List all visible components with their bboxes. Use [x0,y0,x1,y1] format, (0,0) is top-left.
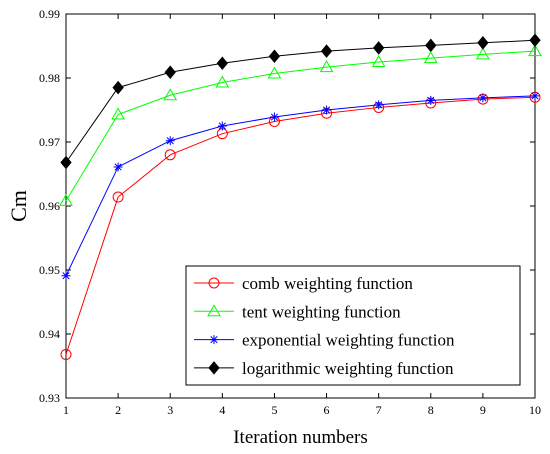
legend: comb weighting function tent weighting fu… [185,265,521,386]
x-tick-label: 4 [219,403,225,417]
data-point [112,80,124,95]
y-tick-label: 0.99 [39,7,60,21]
legend-label: exponential weighting function [242,331,455,350]
legend-item: tent weighting function [194,302,401,321]
data-point [164,149,176,161]
x-tick-label: 9 [480,403,486,417]
data-point [476,47,490,60]
legend-box [185,265,521,386]
x-tick-label: 6 [324,403,330,417]
data-point [215,75,230,88]
data-point [267,66,282,79]
data-point [423,51,438,64]
data-point [529,33,541,48]
data-point [320,44,333,58]
data-point [478,93,488,103]
x-tick-label: 7 [376,403,382,417]
legend-item: logarithmic weighting function [194,359,454,378]
legend-marker [208,361,220,375]
data-point [374,100,384,110]
data-point [217,121,227,131]
data-point [113,162,123,172]
x-tick-label: 10 [529,403,541,417]
y-tick-label: 0.98 [39,71,60,85]
x-axis-label: Iteration numbers [233,427,368,448]
series-line [65,95,536,276]
data-point [163,88,178,101]
legend-item: exponential weighting function [194,331,455,350]
legend-label: tent weighting function [242,302,401,321]
y-tick-label: 0.93 [39,391,60,405]
data-point [319,60,334,73]
legend-marker [207,304,221,317]
data-point [59,193,73,206]
data-point [60,348,72,360]
x-tick-label: 2 [115,403,121,417]
series-line [65,50,536,202]
y-tick-label: 0.94 [39,327,60,341]
legend-marker [208,277,220,289]
series-line [65,96,536,355]
series-triangle [59,44,542,206]
y-tick-label: 0.95 [39,263,60,277]
data-point [111,107,125,120]
legend-marker [209,335,219,345]
series-circle [60,91,541,360]
data-point [322,105,332,115]
data-point [425,38,437,53]
data-point [426,95,436,105]
data-point [60,155,72,170]
series-line [65,39,536,163]
legend-item: comb weighting function [194,274,413,293]
x-tick-label: 5 [271,403,277,417]
series [59,33,542,360]
data-point [477,36,489,50]
series-diamond [60,33,541,170]
data-point [530,91,540,101]
x-tick-label: 1 [63,403,69,417]
data-point [165,136,175,146]
data-point [371,54,386,67]
data-point [269,112,279,122]
legend-label: logarithmic weighting function [242,359,454,378]
y-axis-label: Cm [6,190,31,222]
data-point [216,56,228,71]
y-tick-label: 0.97 [39,135,60,149]
series-asterisk [61,91,540,281]
y-tick-label: 0.96 [39,199,60,213]
x-tick-label: 3 [167,403,173,417]
data-point [61,271,71,281]
data-point [268,49,281,64]
data-point [528,44,542,57]
data-point [164,65,176,80]
x-tick-label: 8 [428,403,434,417]
ticks: 1 2 3 4 5 6 7 8 9 10 0.93 0.94 0.95 0.96 0.97 0.98 0.99 [39,7,541,417]
data-point [112,191,124,203]
legend-label: comb weighting function [242,274,413,293]
data-point [373,41,385,55]
